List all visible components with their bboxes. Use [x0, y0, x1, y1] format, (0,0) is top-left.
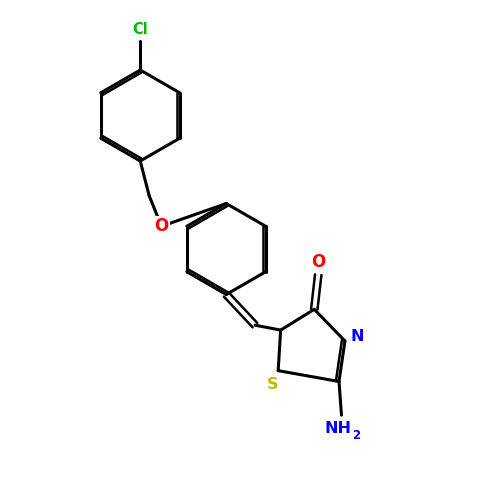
Text: NH: NH: [324, 422, 351, 436]
Text: O: O: [154, 218, 168, 236]
Text: O: O: [311, 254, 326, 272]
Text: 2: 2: [352, 430, 360, 442]
Text: S: S: [266, 377, 278, 392]
Text: Cl: Cl: [132, 22, 148, 37]
Text: N: N: [350, 328, 364, 344]
